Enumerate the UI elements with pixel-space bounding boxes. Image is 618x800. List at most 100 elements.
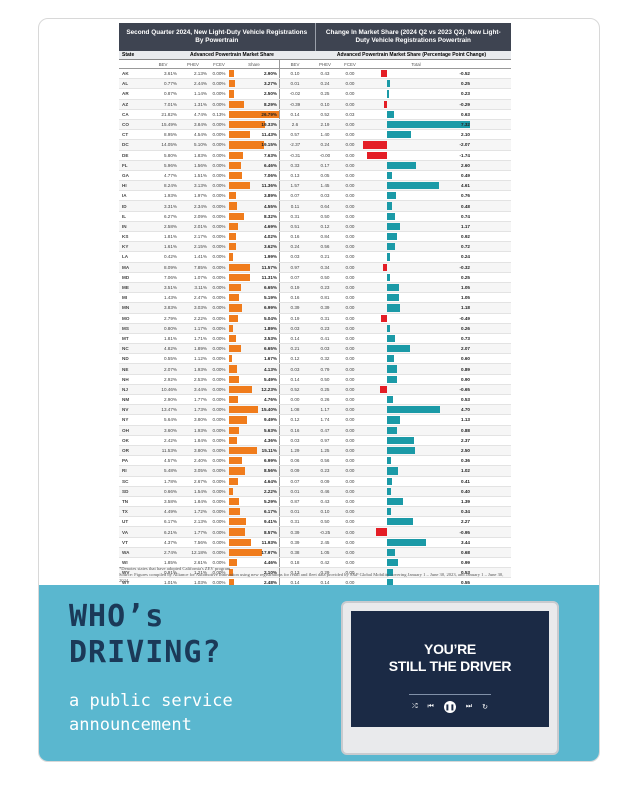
data-cell: 0.03 xyxy=(290,437,300,443)
change-cell: 2.60 xyxy=(360,161,472,170)
data-cell: 0.00 xyxy=(345,335,355,341)
header-left: Second Quarter 2024, New Light-Duty Vehi… xyxy=(119,23,316,51)
table-body: AK 3.61% 2.13% 0.00% 2.90% 0.10 0.43 0.00 -0.52 A… xyxy=(119,69,511,600)
data-cell: 0.24 xyxy=(290,244,300,250)
change-bar xyxy=(386,548,395,556)
share-cell: 4.02% xyxy=(229,232,280,242)
table-row: DC 14.05% 5.10% 0.00% 19.15% -2.37 0.24 0.00 -2.… xyxy=(119,140,511,151)
share-bar xyxy=(229,120,265,129)
share-value: 11.93% xyxy=(261,539,277,545)
data-cell: 0.79 xyxy=(320,366,330,372)
sub-left: Advanced Powertrain Market Share xyxy=(190,52,274,58)
change-bar xyxy=(386,396,393,404)
share-cell: 4.55% xyxy=(229,201,280,211)
share-bar xyxy=(229,202,238,210)
sub-right: Advanced Powertrain Market Share (Percen… xyxy=(336,52,487,58)
share-bar xyxy=(229,375,240,383)
data-cell: 1.61% xyxy=(163,244,177,250)
share-value: 12.23% xyxy=(261,386,277,392)
table-row: MI 1.43% 2.47% 0.00% 5.19% 0.16 0.81 0.00 1.05 xyxy=(119,293,511,304)
state-code: CT xyxy=(122,132,129,138)
data-cell: 1.31% xyxy=(193,101,207,107)
data-cell: 2.74% xyxy=(163,549,177,555)
state-code: GA xyxy=(122,172,129,178)
share-bar xyxy=(229,497,239,506)
change-bar xyxy=(386,161,417,169)
share-value: 4.02% xyxy=(263,234,277,240)
data-cell: 0.01 xyxy=(290,488,300,494)
data-cell: 0.39 xyxy=(290,305,300,311)
data-cell: 2.40% xyxy=(193,458,207,464)
share-cell: 2.48% xyxy=(229,578,280,588)
change-bar xyxy=(386,457,391,465)
change-value: 1.17 xyxy=(461,223,470,229)
change-cell: 0.41 xyxy=(360,477,472,486)
data-cell: 0.16 xyxy=(290,295,300,301)
share-bar xyxy=(229,141,265,149)
data-cell: 5.80% xyxy=(163,152,177,158)
data-cell: 0.00 xyxy=(345,498,355,504)
change-cell: -0.32 xyxy=(360,263,472,272)
data-cell: 0.00 xyxy=(345,315,355,321)
col-header: BEV xyxy=(158,61,168,67)
share-bar xyxy=(229,233,237,241)
share-cell: 6.65% xyxy=(229,282,280,293)
next-icon: ⏭ xyxy=(465,703,473,710)
data-cell: 0.00 xyxy=(345,560,355,566)
table-row: MA 8.09% 7.85% 0.00% 11.57% 0.97 0.34 0.00 -0.32 xyxy=(119,262,511,273)
share-cell: 3.62% xyxy=(229,242,280,252)
data-cell: 14.05% xyxy=(161,142,177,148)
change-value: -1.74 xyxy=(459,152,470,158)
change-value: 0.34 xyxy=(461,509,470,515)
change-cell: 0.40 xyxy=(360,487,472,496)
state-code: VA xyxy=(122,529,129,535)
data-cell: 0.66% xyxy=(163,488,177,494)
share-value: 19.33% xyxy=(261,122,277,128)
change-cell: 1.39 xyxy=(360,497,472,506)
data-cell: 0.19 xyxy=(290,315,300,321)
state-code: NC xyxy=(122,346,129,352)
share-bar xyxy=(229,559,238,567)
share-value: 11.31% xyxy=(261,274,277,280)
change-cell: 1.18 xyxy=(360,303,472,312)
data-cell: 0.17 xyxy=(320,162,330,168)
data-cell: 0.00 xyxy=(345,519,355,525)
data-cell: 1.77% xyxy=(193,529,207,535)
data-cell: 0.00 xyxy=(345,417,355,423)
data-cell: 4.49% xyxy=(163,509,177,515)
data-cell: 0.00 xyxy=(345,71,355,77)
share-value: 4.69% xyxy=(263,223,277,229)
state-code: DE xyxy=(122,152,129,158)
share-cell: 11.36% xyxy=(229,181,280,191)
state-code: SC xyxy=(122,478,129,484)
change-cell: -0.52 xyxy=(360,69,472,78)
share-bar xyxy=(229,222,238,230)
data-cell: 0.00 xyxy=(345,244,355,250)
change-bar xyxy=(386,334,396,343)
change-bar xyxy=(386,243,396,251)
data-cell: 0.97 xyxy=(320,437,330,443)
screen-line-2: STILL THE DRIVER xyxy=(388,658,512,674)
data-cell: 3.61% xyxy=(163,71,177,77)
data-cell: 2.34% xyxy=(193,203,207,209)
share-bar xyxy=(229,100,245,108)
data-cell: 21.82% xyxy=(161,111,177,117)
data-cell: 0.00 xyxy=(345,427,355,433)
data-cell: 0.13 xyxy=(290,172,300,178)
data-cell: 2.13% xyxy=(193,519,207,525)
state-code: MI xyxy=(122,295,128,301)
change-bar xyxy=(386,283,399,292)
data-cell: 0.18 xyxy=(290,560,300,566)
data-cell: 0.13% xyxy=(212,111,226,117)
state-code: WY xyxy=(122,580,130,586)
change-bar xyxy=(386,518,413,526)
data-cell: 5.10% xyxy=(193,142,207,148)
table-row: WI 1.85% 2.61% 0.00% 4.46% 0.18 0.42 0.00 0.99 xyxy=(119,558,511,569)
change-bar xyxy=(386,294,399,302)
data-cell: 0.46 xyxy=(320,488,330,494)
share-bar xyxy=(229,426,240,434)
data-cell: 0.00 xyxy=(345,285,355,291)
change-value: 1.02 xyxy=(461,468,470,474)
change-bar xyxy=(386,508,391,516)
change-value: 3.44 xyxy=(461,539,470,545)
